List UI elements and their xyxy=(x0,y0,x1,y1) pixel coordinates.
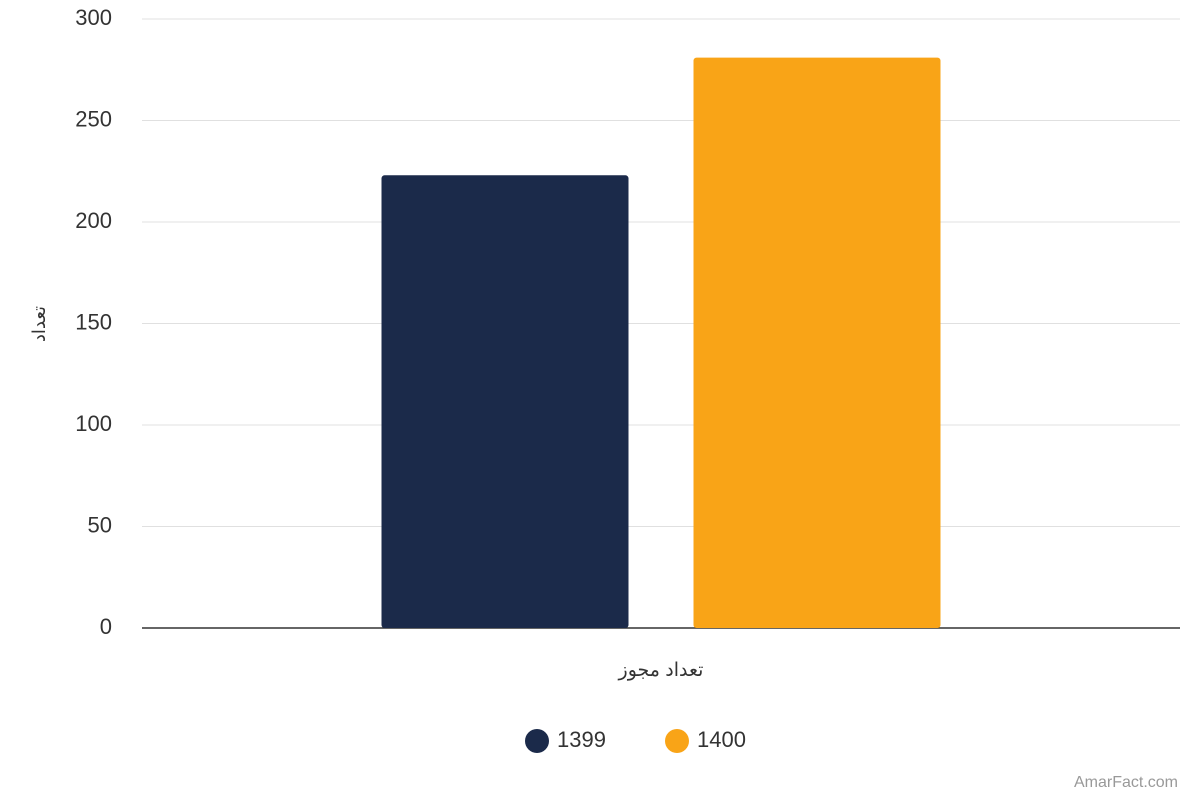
y-tick-label: 250 xyxy=(75,106,112,131)
y-tick-label: 100 xyxy=(75,411,112,436)
legend-label[interactable]: 1399 xyxy=(557,727,606,752)
credit: AmarFact.com xyxy=(1074,774,1178,791)
y-axis-title: تعداد xyxy=(29,306,49,342)
y-tick-label: 200 xyxy=(75,208,112,233)
y-tick-label: 300 xyxy=(75,5,112,30)
legend-marker xyxy=(525,729,549,753)
legend-label[interactable]: 1400 xyxy=(697,727,746,752)
y-tick-label: 50 xyxy=(88,512,112,537)
y-tick-label: 150 xyxy=(75,309,112,334)
legend-marker xyxy=(665,729,689,753)
x-axis-title: تعداد مجوز xyxy=(618,660,704,681)
bar xyxy=(381,175,629,628)
bar xyxy=(693,57,941,628)
y-tick-label: 0 xyxy=(100,614,112,639)
